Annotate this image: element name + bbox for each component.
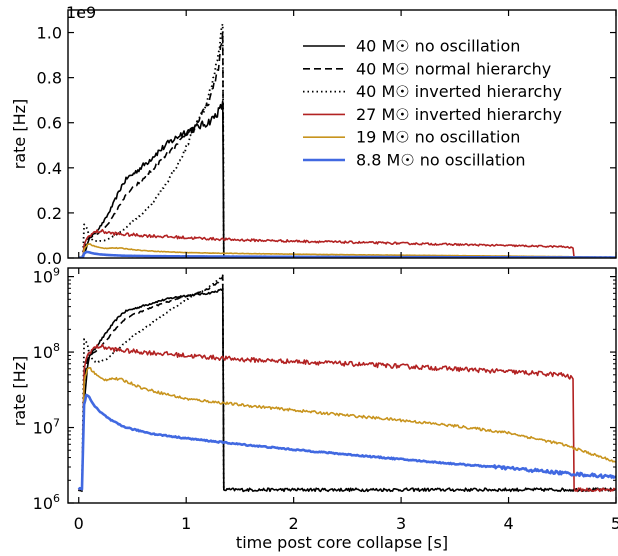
bottom-y-tick-label: 106	[33, 492, 60, 513]
top-series-line-0	[78, 100, 616, 258]
top-axes-frame	[67, 9, 617, 259]
x-tick-label: 4	[503, 514, 513, 533]
bottom-series-line-5	[77, 393, 616, 491]
bottom-y-tick-label: 108	[33, 341, 60, 362]
bottom-y-tick-label: 109	[33, 266, 60, 287]
top-y-tick-label: 0.4	[37, 159, 62, 178]
legend-label-3: 27 M☉ inverted hierarchy	[356, 105, 562, 124]
legend-label-1: 40 M☉ normal hierarchy	[356, 59, 551, 78]
bottom-series-line-3	[78, 343, 616, 493]
offset-label: 1e9	[66, 3, 96, 22]
top-series-line-1	[78, 31, 225, 258]
top-y-tick-label: 0.8	[37, 69, 62, 88]
legend-label-4: 19 M☉ no oscillation	[356, 128, 520, 147]
x-tick-label: 1	[181, 514, 191, 533]
top-series-line-2	[78, 23, 225, 258]
bottom-y-tick-label: 107	[33, 417, 60, 438]
legend: 40 M☉ no oscillation 40 M☉ normal hierarc…	[303, 37, 562, 170]
top-series-line-3	[78, 228, 616, 258]
legend-label-0: 40 M☉ no oscillation	[356, 37, 520, 56]
xlabel: time post core collapse [s]	[236, 533, 448, 552]
top-ylabel: rate [Hz]	[10, 99, 29, 170]
bottom-series-line-2	[78, 274, 225, 491]
x-tick-label: 5	[611, 514, 618, 533]
bottom-series-line-0	[78, 287, 616, 493]
top-y-tick-label: 0.0	[37, 249, 62, 268]
bottom-series-line-4	[78, 367, 616, 491]
bottom-axes-frame	[67, 267, 617, 504]
top-y-tick-label: 0.6	[37, 114, 62, 133]
legend-label-5: 8.8 M☉ no oscillation	[356, 151, 526, 170]
x-tick-label: 0	[74, 514, 84, 533]
top-y-tick-label: 1.0	[37, 24, 62, 43]
bottom-ylabel: rate [Hz]	[10, 356, 29, 427]
bottom-series-line-1	[78, 275, 225, 492]
x-tick-label: 2	[289, 514, 299, 533]
top-y-tick-label: 0.2	[37, 204, 62, 223]
x-tick-label: 3	[396, 514, 406, 533]
legend-label-2: 40 M☉ inverted hierarchy	[356, 82, 562, 101]
